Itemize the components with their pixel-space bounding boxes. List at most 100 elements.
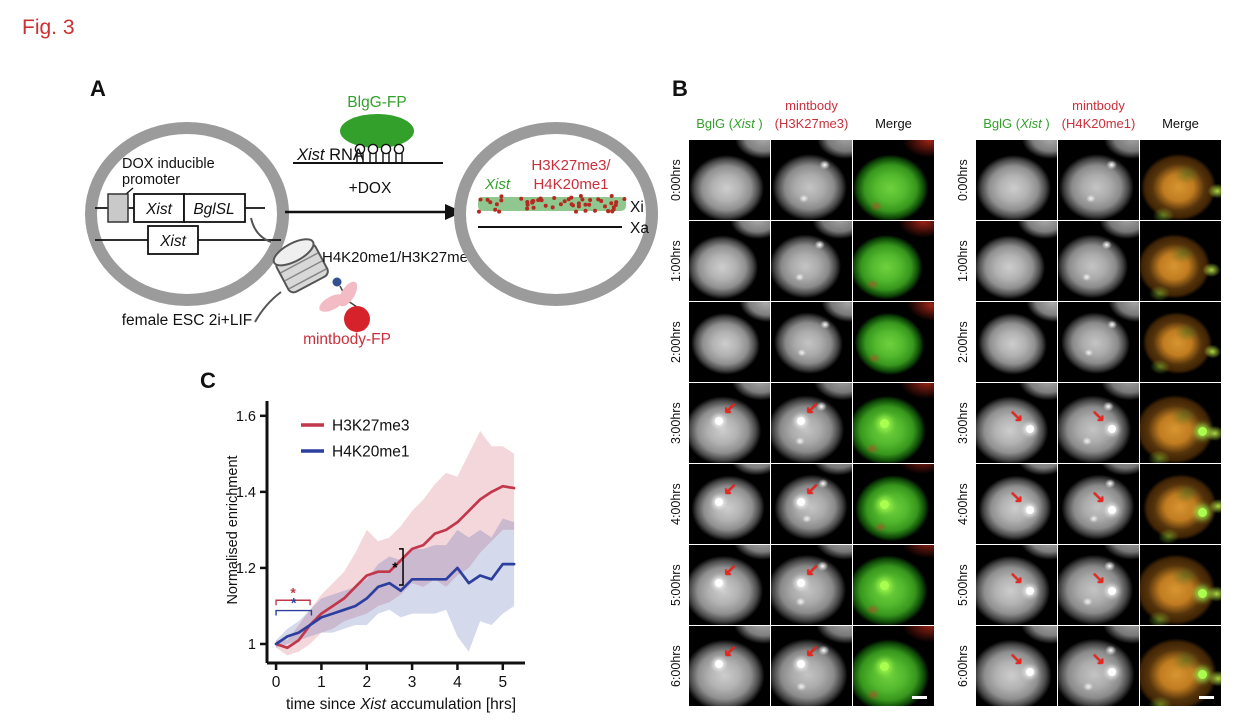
nucleus-blob [853,464,934,544]
micrograph-cell [771,221,852,301]
red-arrow-icon: ↘ [1091,650,1106,669]
xist-focus-spot [797,579,805,587]
panel-b-label: B [672,76,688,101]
micrograph-cell [1058,221,1139,301]
bglg-xist-header: BglG (Xist ) [696,116,763,131]
nucleus-blob [771,140,852,220]
nucleus-blob [853,140,934,220]
marks-label-line2: H4K20me1 [533,176,608,193]
micrograph-cell: ↙ [771,464,852,544]
red-arrow-icon: ↙ [805,480,820,499]
nucleus-blob [689,140,770,220]
xist-focus-spot [715,660,723,668]
micrograph-cell [1140,140,1221,220]
h3k27me3-header: (H3K27me3) [774,116,849,131]
panel-a-label: A [90,76,106,101]
xist-focus-spot [1108,668,1116,676]
nucleus-blob [689,464,770,544]
x-tick-label: 3 [408,674,417,691]
nucleus-blob [689,302,770,382]
significance-star: * [392,559,398,575]
h4k20me1-header: (H4K20me1) [1061,116,1136,131]
time-label: 4:00hrs [669,483,683,525]
nucleus-blob [853,221,934,301]
micrograph-cell [853,302,934,382]
xist-focus-spot [1108,587,1116,595]
bglsl-box [183,193,246,223]
time-label: 5:00hrs [956,564,970,606]
red-arrow-icon: ↙ [723,480,738,499]
xist-focus-spot [1026,668,1034,676]
micrograph-cell [853,383,934,463]
micrograph-cell [853,221,934,301]
micrograph-cell: ↘ [1058,464,1139,544]
time-label: 2:00hrs [956,321,970,363]
red-arrow-icon: ↘ [1009,407,1024,426]
x-tick-label: 1 [317,674,326,691]
xist-box-1-label: Xist [145,201,173,218]
micrograph-cell [1140,383,1221,463]
band-H4K20me1 [276,518,515,652]
xist-focus-spot [1026,425,1034,433]
nucleus-blob [1140,626,1221,706]
legend-label: H4K20me1 [332,444,410,461]
nucleus-blob [853,302,934,382]
micrograph-cell: ↙ [689,383,770,463]
red-arrow-icon: ↘ [1091,488,1106,507]
nucleus-blob [1140,140,1221,220]
xist-focus-spot [1108,425,1116,433]
micrograph-cell: ↙ [689,626,770,706]
nucleus-blob [976,626,1057,706]
nucleus-blob [1058,545,1139,625]
xist-focus-spot [715,579,723,587]
nucleus-blob [853,626,934,706]
panel-c-label: C [200,368,216,393]
nucleus-blob [771,383,852,463]
nucleus-blob [689,545,770,625]
nucleus-blob [976,221,1057,301]
x-axis-label: time since Xist accumulation [hrs] [286,696,516,713]
red-arrow-icon: ↘ [1091,407,1106,426]
legend-label: H3K27me3 [332,418,410,435]
scale-bar [912,695,927,699]
right-set-header: mintbody BglG (Xist ) (H4K20me1) Merge [976,97,1220,133]
mintbody-icon [319,281,370,332]
dox-arrow-label: +DOX [349,180,392,197]
xi-label: Xi [630,199,644,216]
xist-focus-spot-merge [880,581,889,590]
cell-outline-right [454,122,658,306]
nucleus-blob [689,383,770,463]
xist-focus-spot-merge [1198,427,1207,436]
red-arrow-icon: ↙ [805,561,820,580]
time-label: 0:00hrs [956,159,970,201]
nucleus-blob [1058,302,1139,382]
xa-label: Xa [630,220,649,237]
x-tick-label: 4 [453,674,462,691]
micrograph-cell: ↘ [976,545,1057,625]
micrograph-cell [771,140,852,220]
xist-focus-spot [715,417,723,425]
red-arrow-icon: ↘ [1009,650,1024,669]
stem-loops-icon [354,143,405,163]
mintbody-header: mintbody [1072,98,1125,113]
xist-focus-spot [797,417,805,425]
xist-focus-spot [1108,506,1116,514]
nucleus-blob [976,302,1057,382]
promoter-box [107,193,129,223]
nucleus-blob [771,221,852,301]
nucleus-blob [771,302,852,382]
xist-focus-spot [797,660,805,668]
red-arrow-icon: ↙ [723,642,738,661]
dox-promoter-label-line1: DOX inducible [122,156,215,172]
red-arrow-icon: ↙ [723,399,738,418]
merge-header: Merge [1162,116,1199,131]
timelapse-grid-h4k20me1: 0:00hrs 1:00hrs 2:00hrs 3:00hrs ↘ ↘ 4:00hrs ↘ ↘ 5… [951,140,1221,706]
x-tick-label: 5 [498,674,507,691]
nucleus-blob [771,545,852,625]
xist-box-2 [147,225,199,255]
significance-star: * [290,584,296,600]
nucleus-blob [1058,221,1139,301]
y-tick-label: 1.2 [236,561,256,577]
scale-bar [1199,695,1214,699]
